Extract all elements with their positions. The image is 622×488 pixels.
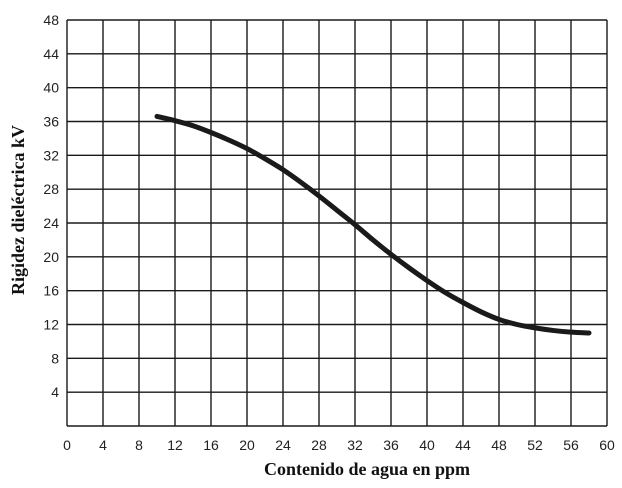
x-tick-label: 36 <box>383 437 399 453</box>
x-tick-label: 0 <box>63 437 71 453</box>
x-tick-label: 8 <box>135 437 143 453</box>
y-tick-label: 4 <box>51 384 59 400</box>
x-tick-label: 52 <box>527 437 543 453</box>
grid-lines <box>66 19 608 427</box>
x-tick-label: 56 <box>563 437 579 453</box>
y-tick-label: 16 <box>43 283 59 299</box>
y-tick-label: 48 <box>43 12 59 28</box>
x-tick-label: 16 <box>203 437 219 453</box>
x-tick-label: 32 <box>347 437 363 453</box>
x-tick-label: 12 <box>167 437 183 453</box>
x-tick-label: 4 <box>99 437 107 453</box>
y-tick-label: 32 <box>43 147 59 163</box>
series-line <box>154 113 592 336</box>
x-axis-label: Contenido de agua en ppm <box>264 459 470 479</box>
x-tick-labels: 0 4 8 12 16 20 24 28 32 36 40 44 48 52 56 60 <box>63 437 615 453</box>
y-tick-label: 20 <box>43 249 59 265</box>
y-tick-label: 8 <box>51 350 59 366</box>
y-tick-label: 36 <box>43 114 59 130</box>
x-tick-label: 60 <box>599 437 615 453</box>
y-tick-label: 40 <box>43 80 59 96</box>
y-tick-label: 12 <box>43 317 59 333</box>
series-layer <box>154 113 592 336</box>
x-tick-label: 20 <box>239 437 255 453</box>
y-tick-label: 24 <box>43 215 59 231</box>
y-tick-label: 44 <box>43 46 59 62</box>
y-axis-label: Rigidez dieléctrica kV <box>8 125 28 295</box>
y-tick-label: 28 <box>43 181 59 197</box>
x-tick-label: 28 <box>311 437 327 453</box>
x-tick-label: 48 <box>491 437 507 453</box>
x-tick-label: 44 <box>455 437 471 453</box>
x-tick-label: 40 <box>419 437 435 453</box>
x-tick-label: 24 <box>275 437 291 453</box>
